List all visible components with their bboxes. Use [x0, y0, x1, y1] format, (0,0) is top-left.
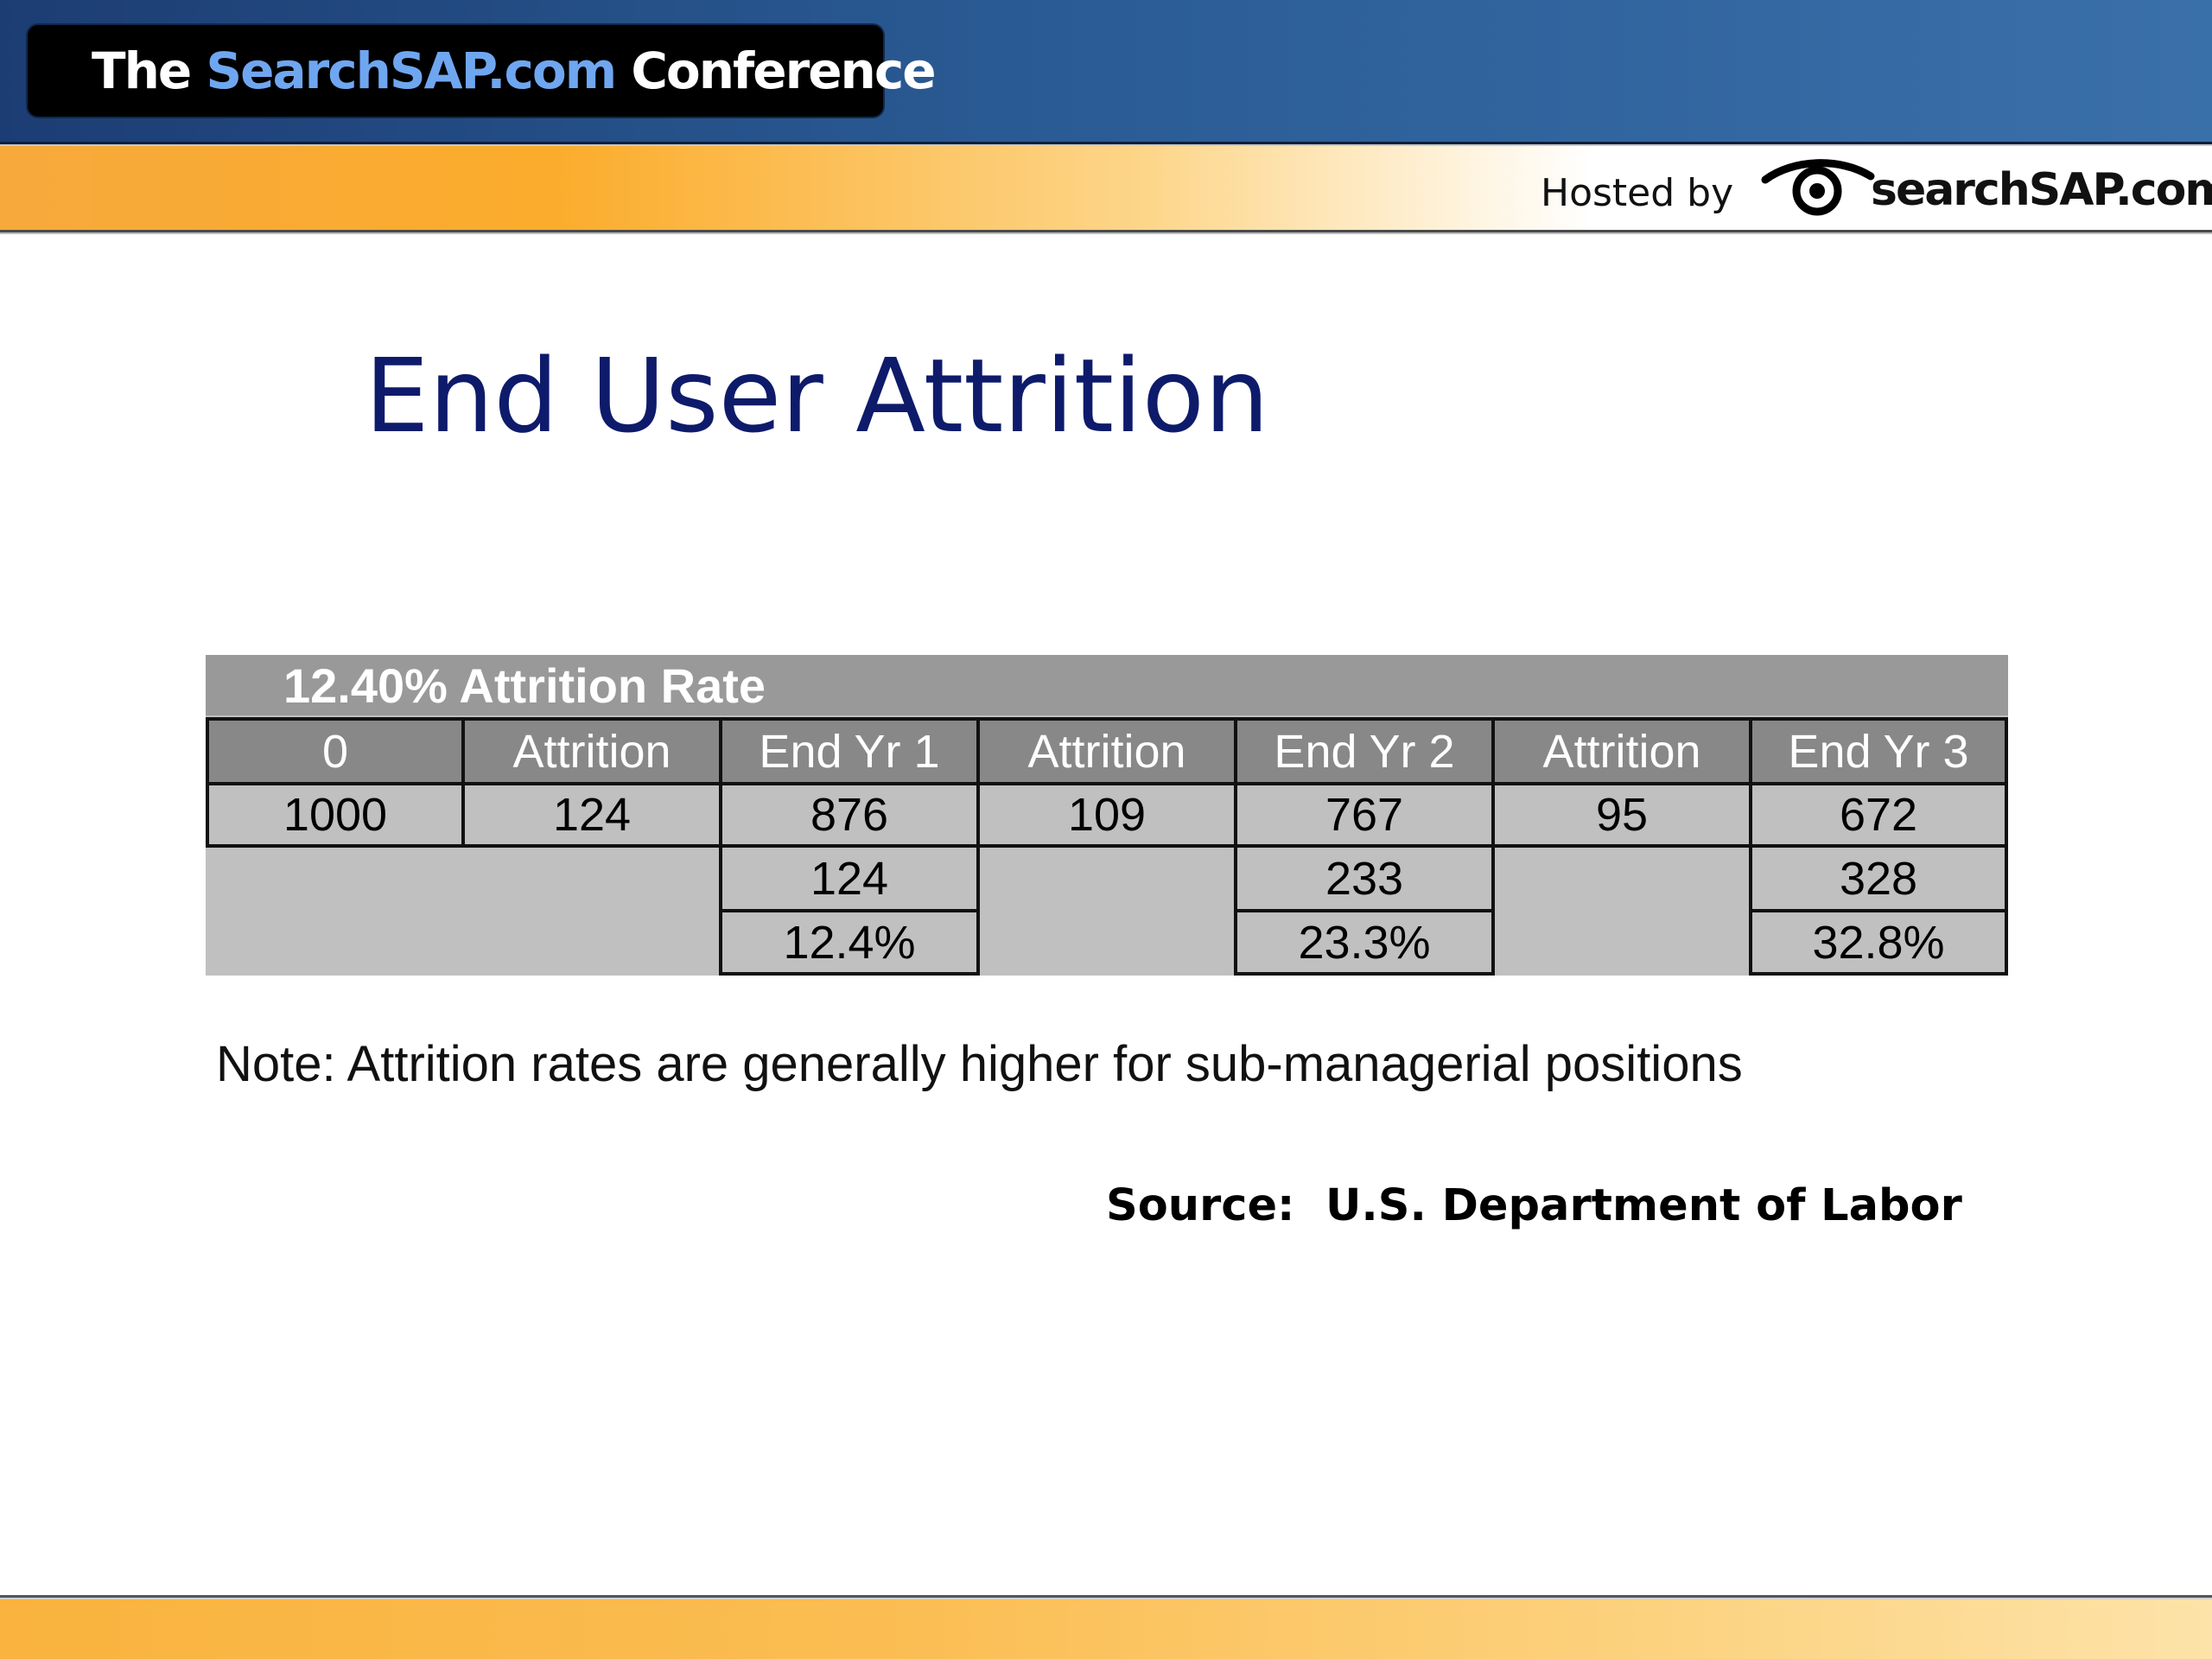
- value-cell-attrition-3: 95: [1491, 782, 1752, 848]
- footer-divider: [0, 1595, 2212, 1598]
- footer-divider-highlight: [0, 1598, 2212, 1599]
- value-cell-end-yr-1: 876: [719, 782, 980, 848]
- page-title: End User Attrition: [365, 336, 1269, 455]
- header-divider: [0, 142, 2212, 144]
- value-cell-start: 1000: [206, 782, 465, 848]
- value-cell-end-yr-3: 672: [1749, 782, 2008, 848]
- header-cell-attrition-2: Attrition: [976, 717, 1237, 785]
- value-cell-end-yr-2: 767: [1234, 782, 1495, 848]
- source-citation: Source: U.S. Department of Labor: [1106, 1180, 1962, 1231]
- host-band-divider-highlight: [0, 232, 2212, 234]
- cumulative-pct-end-yr-2: 23.3%: [1234, 909, 1495, 976]
- conference-title-suffix: Conference: [615, 41, 936, 100]
- cumulative-loss-end-yr-1: 124: [719, 844, 980, 912]
- cumulative-pct-end-yr-3: 32.8%: [1749, 909, 2008, 976]
- hosted-by-label: Hosted by: [1541, 171, 1734, 215]
- value-cell-attrition-2: 109: [976, 782, 1237, 848]
- cumulative-loss-end-yr-2: 233: [1234, 844, 1495, 912]
- value-cell-attrition-1: 124: [461, 782, 722, 848]
- attrition-note: Note: Attrition rates are generally high…: [216, 1036, 1743, 1092]
- cumulative-pct-end-yr-1: 12.4%: [719, 909, 980, 976]
- conference-title: The SearchSAP.com Conference: [92, 41, 937, 101]
- header-cell-attrition-3: Attrition: [1491, 717, 1752, 785]
- conference-title-brand: SearchSAP.com: [206, 41, 617, 100]
- conference-banner: The SearchSAP.com Conference: [0, 0, 2212, 142]
- eye-icon: [1761, 159, 1875, 216]
- attrition-table: 12.40% Attrition Rate 0 Attrition End Yr…: [206, 655, 2008, 976]
- table-caption: 12.40% Attrition Rate: [206, 655, 2008, 715]
- header-cell-end-yr-1: End Yr 1: [719, 717, 980, 785]
- conference-title-prefix: The: [92, 41, 207, 100]
- header-cell-start: 0: [206, 717, 465, 785]
- header-cell-attrition-1: Attrition: [461, 717, 722, 785]
- host-band: [0, 146, 2212, 230]
- footer-band: [0, 1599, 2212, 1659]
- host-band-divider: [0, 230, 2212, 232]
- conference-badge: The SearchSAP.com Conference: [28, 25, 937, 117]
- header-cell-end-yr-2: End Yr 2: [1234, 717, 1495, 785]
- header-cell-end-yr-3: End Yr 3: [1749, 717, 2008, 785]
- host-logo-text: searchSAP.com: [1871, 164, 2212, 216]
- cumulative-loss-end-yr-3: 328: [1749, 844, 2008, 912]
- header-divider-highlight: [0, 144, 2212, 146]
